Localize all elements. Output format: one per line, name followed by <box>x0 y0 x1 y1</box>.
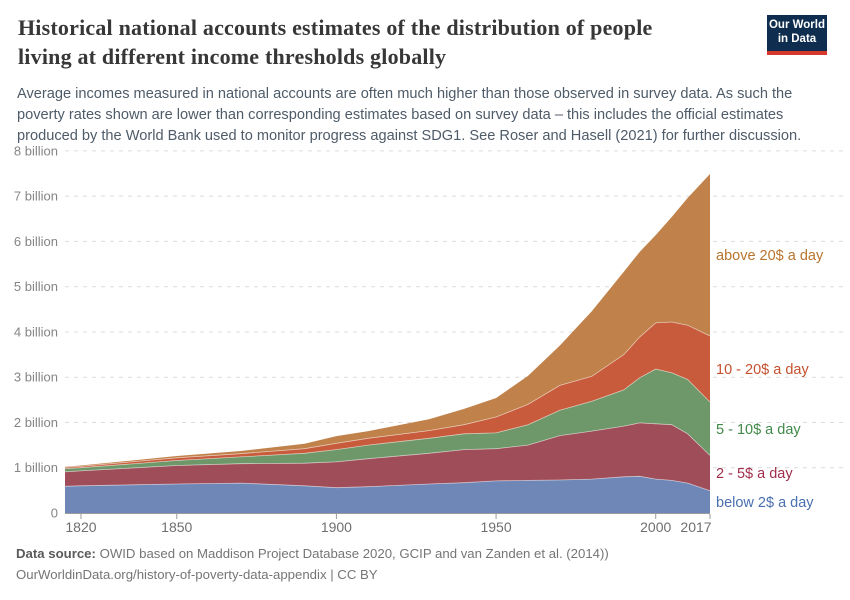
x-tick-label: 1900 <box>321 519 352 535</box>
area-boundary <box>64 321 711 468</box>
legend-label-2-5[interactable]: 2 - 5$ a day <box>716 466 793 482</box>
chart-title-line1: Historical national accounts estimates o… <box>18 15 653 40</box>
x-tick-label: 1950 <box>480 519 511 535</box>
owid-logo-red-bar <box>767 51 827 55</box>
data-source-line: Data source: OWID based on Maddison Proj… <box>16 543 836 564</box>
area-5-10[interactable] <box>65 369 710 472</box>
y-tick-label: 6 billion <box>14 234 58 249</box>
x-tick-label: 2000 <box>640 519 671 535</box>
x-tick-label: 1820 <box>65 519 96 535</box>
chart-subtitle: Average incomes measured in national acc… <box>17 84 842 147</box>
chart-title: Historical national accounts estimates o… <box>18 13 758 71</box>
area-below-2[interactable] <box>65 476 710 513</box>
legend-label-10-20[interactable]: 10 - 20$ a day <box>716 362 809 378</box>
owid-logo[interactable]: Our World in Data <box>767 15 827 51</box>
y-tick-label: 1 billion <box>14 460 58 475</box>
owid-logo-text-line2: in Data <box>777 32 817 45</box>
legend-label-above-20[interactable]: above 20$ a day <box>716 248 824 264</box>
legend-label-5-10[interactable]: 5 - 10$ a day <box>716 422 801 438</box>
y-tick-label: 5 billion <box>14 279 58 294</box>
y-tick-label: 3 billion <box>14 370 58 385</box>
subtitle-line2: poverty rates shown are lower than corre… <box>17 107 784 123</box>
y-tick-label: 4 billion <box>14 324 58 339</box>
legend-label-below-2[interactable]: below 2$ a day <box>716 495 814 511</box>
subtitle-line3: produced by the World Bank used to monit… <box>17 128 802 144</box>
y-tick-label: 2 billion <box>14 415 58 430</box>
area-2-5[interactable] <box>65 422 710 491</box>
data-source-text: OWID based on Maddison Project Database … <box>99 546 609 561</box>
y-tick-label: 0 <box>51 506 58 521</box>
subtitle-line1: Average incomes measured in national acc… <box>17 86 793 102</box>
area-boundary <box>64 368 711 469</box>
y-tick-label: 7 billion <box>14 189 58 204</box>
chart-title-line2: living at different income thresholds gl… <box>18 44 447 69</box>
license-link-line: OurWorldinData.org/history-of-poverty-da… <box>16 567 378 582</box>
owid-logo-text-line1: Our World <box>768 19 825 31</box>
chart-footer: Data source: OWID based on Maddison Proj… <box>16 543 836 585</box>
x-tick-label: 2017 <box>680 519 711 535</box>
y-tick-label: 8 billion <box>14 143 58 158</box>
area-boundary <box>64 475 711 492</box>
area-10-20[interactable] <box>65 322 710 469</box>
data-source-label: Data source: <box>16 546 96 561</box>
x-tick-label: 1850 <box>161 519 192 535</box>
area-boundary <box>64 422 711 473</box>
